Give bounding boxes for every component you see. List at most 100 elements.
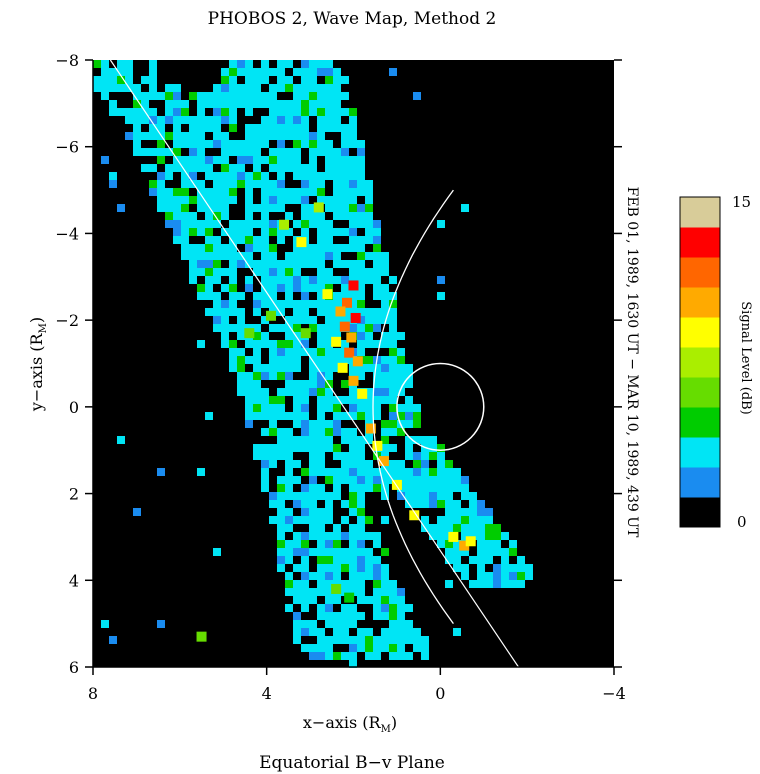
x-axis-label-subscript: M [381, 724, 391, 735]
wave-cell [277, 492, 285, 500]
wave-cell [485, 516, 493, 524]
wave-cell [253, 396, 261, 404]
signal-pixel [341, 297, 352, 308]
wave-cell [301, 300, 309, 308]
wave-cell [301, 444, 309, 452]
wave-cell [333, 524, 341, 532]
wave-cell [509, 572, 517, 580]
wave-cell [421, 652, 429, 660]
wave-cell [165, 204, 173, 212]
wave-cell [285, 460, 293, 468]
wave-cell [349, 228, 357, 236]
wave-cell [277, 132, 285, 140]
wave-cell [333, 204, 341, 212]
wave-cell [389, 300, 397, 308]
wave-cell [341, 180, 349, 188]
wave-cell [445, 492, 453, 500]
wave-cell [237, 172, 245, 180]
wave-cell [253, 92, 261, 100]
wave-cell [437, 532, 445, 540]
wave-cell [357, 284, 365, 292]
wave-cell [341, 284, 349, 292]
wave-cell [309, 508, 317, 516]
wave-cell [373, 260, 381, 268]
wave-cell [301, 644, 309, 652]
wave-cell [285, 196, 293, 204]
wave-cell [285, 84, 293, 92]
wave-cell [101, 68, 109, 76]
wave-cell [373, 316, 381, 324]
wave-cell [381, 604, 389, 612]
wave-cell [493, 564, 501, 572]
wave-cell [125, 60, 133, 68]
wave-cell [317, 292, 325, 300]
wave-cell [317, 364, 325, 372]
wave-cell [125, 76, 133, 84]
wave-cell [341, 276, 349, 284]
wave-cell [341, 636, 349, 644]
wave-cell [125, 68, 133, 76]
wave-cell [269, 292, 277, 300]
wave-cell [373, 308, 381, 316]
wave-cell [205, 204, 213, 212]
wave-cell [429, 468, 437, 476]
wave-cell [357, 156, 365, 164]
wave-cell [205, 124, 213, 132]
wave-cell [213, 132, 221, 140]
wave-cell [389, 68, 397, 76]
wave-cell [197, 100, 205, 108]
wave-cell [325, 500, 333, 508]
wave-cell [317, 212, 325, 220]
wave-cell [301, 484, 309, 492]
wave-cell [285, 268, 293, 276]
wave-cell [349, 500, 357, 508]
wave-cell [189, 156, 197, 164]
wave-cell [365, 484, 373, 492]
wave-cell [397, 612, 405, 620]
wave-cell [221, 316, 229, 324]
wave-cell [301, 172, 309, 180]
wave-cell [317, 548, 325, 556]
wave-cell [349, 436, 357, 444]
wave-cell [309, 324, 317, 332]
wave-cell [261, 60, 269, 68]
wave-cell [189, 132, 197, 140]
wave-cell [445, 548, 453, 556]
wave-cell [413, 420, 421, 428]
wave-cell [317, 60, 325, 68]
wave-cell [157, 204, 165, 212]
wave-cell [149, 180, 157, 188]
wave-cell [389, 468, 397, 476]
wave-cell [149, 116, 157, 124]
wave-cell [117, 436, 125, 444]
wave-cell [237, 356, 245, 364]
colorbar-level [680, 317, 720, 348]
wave-cell [469, 524, 477, 532]
wave-cell [461, 548, 469, 556]
wave-cell [117, 108, 125, 116]
wave-cell [333, 396, 341, 404]
wave-cell [285, 516, 293, 524]
wave-cell [245, 340, 253, 348]
wave-cell [213, 324, 221, 332]
wave-cell [341, 148, 349, 156]
wave-cell [309, 60, 317, 68]
wave-cell [293, 324, 301, 332]
wave-cell [317, 444, 325, 452]
wave-cell [381, 596, 389, 604]
wave-cell [365, 388, 373, 396]
wave-cell [189, 164, 197, 172]
wave-cell [245, 276, 253, 284]
signal-pixel [244, 328, 255, 339]
wave-cell [397, 604, 405, 612]
wave-cell [317, 108, 325, 116]
wave-cell [325, 156, 333, 164]
y-axis-label-text: y−axis (R [27, 332, 46, 412]
wave-cell [205, 276, 213, 284]
wave-cell [213, 124, 221, 132]
wave-cell [381, 564, 389, 572]
plot-overlays [109, 59, 519, 668]
wave-cell [301, 140, 309, 148]
wave-cell [173, 116, 181, 124]
wave-cell [301, 556, 309, 564]
